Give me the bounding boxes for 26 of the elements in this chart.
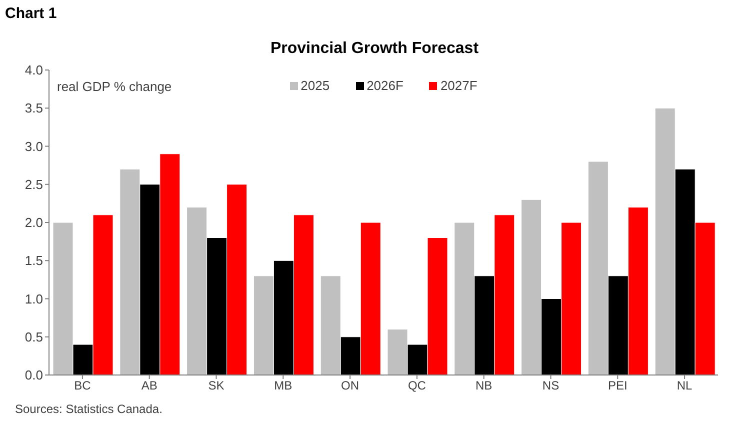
legend-label: 2026F [366,78,404,93]
x-tick-label: NS [542,378,560,393]
x-tick-label: ON [341,378,360,393]
y-axis-title: real GDP % change [57,79,172,94]
legend-label: 2025 [300,78,330,93]
caption: Chart 1 [5,5,57,22]
x-tick-label: BC [74,378,92,393]
y-tick-label: 1.5 [24,253,43,268]
x-tick-label: QC [408,378,426,393]
x-tick-label: NB [476,378,492,393]
x-tick-label: PEI [608,378,628,393]
y-tick-label: 3.5 [24,100,43,116]
y-tick-label: 4.0 [24,62,43,78]
x-tick-label: SK [208,378,224,393]
x-tick-label: MB [274,378,292,393]
legend-label: 2027F [440,78,478,93]
x-tick-label: NL [676,378,693,393]
y-tick-label: 0.5 [24,329,43,344]
x-tick-label: AB [141,378,158,393]
y-tick-label: 2.5 [24,176,43,192]
source-note: Sources: Statistics Canada. [15,402,162,416]
y-tick-label: 1.0 [24,291,43,306]
chart-title: Provincial Growth Forecast [269,40,480,58]
y-tick-label: 2.0 [24,215,43,230]
y-tick-label: 0.0 [24,368,43,383]
y-tick-label: 3.0 [24,138,43,154]
